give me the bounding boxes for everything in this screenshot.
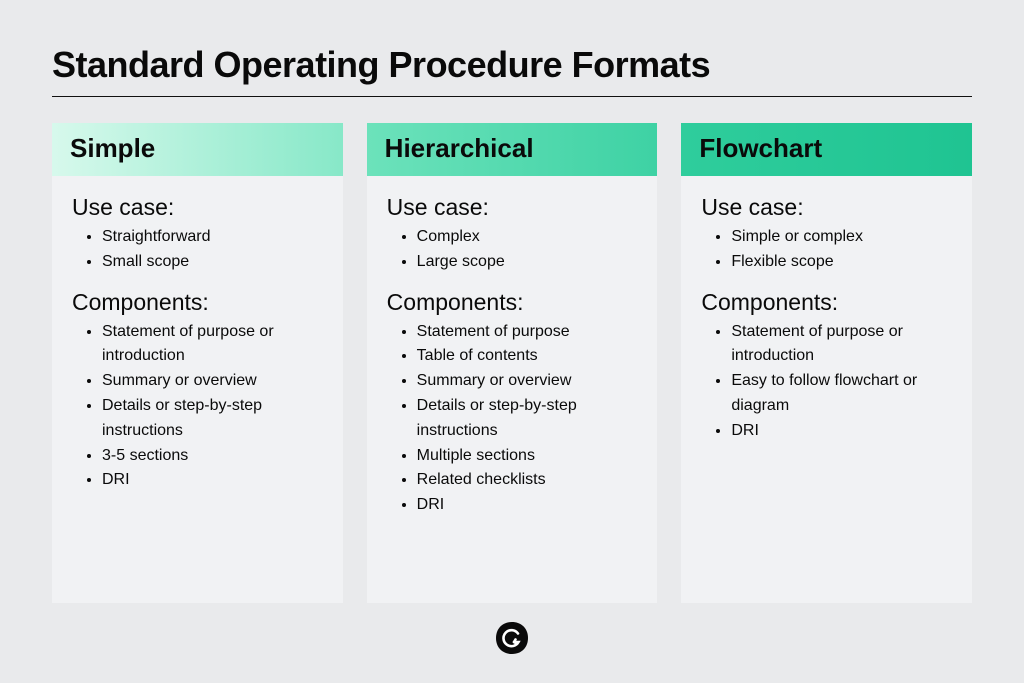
card-simple: Simple Use case: StraightforwardSmall scop… xyxy=(52,123,343,603)
list-item: DRI xyxy=(417,493,638,518)
use-case-list: Simple or complexFlexible scope xyxy=(701,225,952,275)
page: Standard Operating Procedure Formats Sim… xyxy=(0,0,1024,603)
components-list: Statement of purposeTable of contentsSum… xyxy=(387,320,638,518)
components-label: Components: xyxy=(72,289,323,316)
card-header: Simple xyxy=(52,123,343,176)
list-item: Statement of purpose xyxy=(417,320,638,345)
list-item: Multiple sections xyxy=(417,444,638,469)
card-header: Hierarchical xyxy=(367,123,658,176)
card-header: Flowchart xyxy=(681,123,972,176)
list-item: Statement of purpose or introduction xyxy=(102,320,323,370)
list-item: DRI xyxy=(731,419,952,444)
list-item: Straightforward xyxy=(102,225,323,250)
use-case-label: Use case: xyxy=(72,194,323,221)
list-item: Summary or overview xyxy=(102,369,323,394)
list-item: Flexible scope xyxy=(731,250,952,275)
components-label: Components: xyxy=(387,289,638,316)
page-title: Standard Operating Procedure Formats xyxy=(52,44,972,97)
list-item: Small scope xyxy=(102,250,323,275)
use-case-label: Use case: xyxy=(387,194,638,221)
components-list: Statement of purpose or introductionSumm… xyxy=(72,320,323,494)
list-item: 3-5 sections xyxy=(102,444,323,469)
list-item: Easy to follow flowchart or diagram xyxy=(731,369,952,419)
card-flowchart: Flowchart Use case: Simple or complexFlexi… xyxy=(681,123,972,603)
use-case-list: StraightforwardSmall scope xyxy=(72,225,323,275)
components-list: Statement of purpose or introductionEasy… xyxy=(701,320,952,444)
list-item: Details or step-by-step instructions xyxy=(102,394,323,444)
card-body: Use case: Simple or complexFlexible scope… xyxy=(681,176,972,464)
card-hierarchical: HierarchicalUse case:ComplexLarge scopeC… xyxy=(367,123,658,603)
card-body: Use case: ComplexLarge scope Components: St… xyxy=(367,176,658,538)
card-body: Use case: StraightforwardSmall scope Compo… xyxy=(52,176,343,513)
list-item: Statement of purpose or introduction xyxy=(731,320,952,370)
components-label: Components: xyxy=(701,289,952,316)
list-item: Large scope xyxy=(417,250,638,275)
list-item: Table of contents xyxy=(417,344,638,369)
list-item: Details or step-by-step instructions xyxy=(417,394,638,444)
list-item: Related checklists xyxy=(417,468,638,493)
grammarly-logo-icon xyxy=(495,621,529,655)
cards-row: Simple Use case: StraightforwardSmall scop… xyxy=(52,123,972,603)
list-item: DRI xyxy=(102,468,323,493)
list-item: Summary or overview xyxy=(417,369,638,394)
list-item: Complex xyxy=(417,225,638,250)
use-case-label: Use case: xyxy=(701,194,952,221)
use-case-list: ComplexLarge scope xyxy=(387,225,638,275)
list-item: Simple or complex xyxy=(731,225,952,250)
